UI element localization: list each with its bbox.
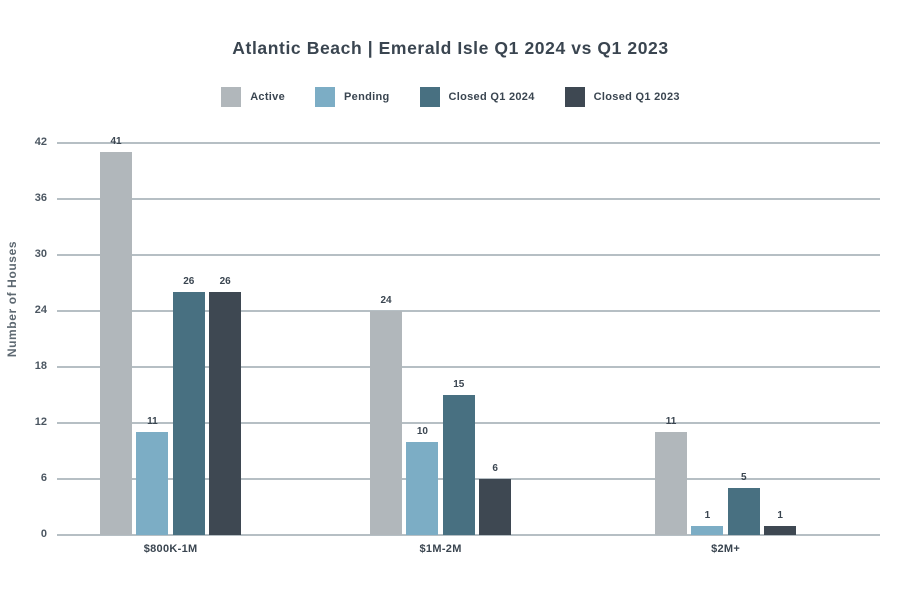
legend-swatch-pending <box>315 87 336 107</box>
value-label-closed-q1-2023-800k-1m: 26 <box>219 276 231 288</box>
y-tick-label-30: 30 <box>34 248 47 260</box>
legend-label-active: Active <box>250 91 286 103</box>
y-tick-label-36: 36 <box>34 192 47 204</box>
x-category-label-800k-1m: $800K-1M <box>143 543 198 555</box>
gridline-y-42 <box>57 142 880 144</box>
bar-closed-q1-2023-1m-2m <box>479 479 512 535</box>
legend-item-active: Active <box>221 87 285 107</box>
value-label-closed-q1-2024-2m: 5 <box>741 472 747 484</box>
bar-closed-q1-2024-1m-2m <box>442 395 475 535</box>
legend-swatch-closed-q1-2024 <box>419 87 440 107</box>
value-label-active-1m-2m: 24 <box>380 295 392 306</box>
value-label-closed-q1-2023-2m: 1 <box>777 509 783 521</box>
legend-swatch-closed-q1-2023 <box>564 87 585 107</box>
legend-label-closed-q1-2023: Closed Q1 2023 <box>593 91 680 103</box>
value-label-closed-q1-2023-1m-2m: 6 <box>492 463 498 474</box>
bar-closed-q1-2024-800k-1m <box>172 292 205 535</box>
bar-closed-q1-2024-2m <box>727 488 760 535</box>
value-label-active-800k-1m: 41 <box>110 136 122 148</box>
bar-pending-2m <box>691 525 724 535</box>
gridline-y-30 <box>57 254 880 256</box>
bar-active-800k-1m <box>100 152 132 535</box>
legend-item-closed-q1-2024: Closed Q1 2024 <box>419 87 535 107</box>
y-tick-label-6: 6 <box>40 472 47 484</box>
y-tick-label-0: 0 <box>40 528 47 540</box>
gridline-y-24 <box>57 310 880 312</box>
legend-label-pending: Pending <box>344 91 390 103</box>
bar-closed-q1-2023-800k-1m <box>209 292 242 535</box>
legend-item-closed-q1-2023: Closed Q1 2023 <box>564 87 680 107</box>
value-label-pending-1m-2m: 10 <box>416 425 428 437</box>
y-tick-label-24: 24 <box>34 304 47 316</box>
value-label-pending-800k-1m: 11 <box>147 416 158 428</box>
bar-pending-800k-1m <box>136 432 169 535</box>
bar-closed-q1-2023-2m <box>764 525 797 535</box>
y-tick-label-18: 18 <box>34 360 47 372</box>
y-tick-label-42: 42 <box>34 136 47 148</box>
value-label-active-2m: 11 <box>665 416 677 428</box>
y-tick-label-12: 12 <box>34 416 47 428</box>
bar-active-1m-2m <box>370 311 402 535</box>
bar-pending-1m-2m <box>406 441 439 535</box>
chart-legend: Active Pending Closed Q1 2024 Closed Q1 202… <box>0 87 901 107</box>
x-category-label-1m-2m: $1M-2M <box>419 543 462 555</box>
value-label-closed-q1-2024-1m-2m: 15 <box>453 379 465 390</box>
bar-active-2m <box>655 432 687 535</box>
value-label-pending-2m: 1 <box>704 509 711 521</box>
gridline-y-18 <box>57 366 880 368</box>
legend-label-closed-q1-2024: Closed Q1 2024 <box>448 91 535 103</box>
value-label-closed-q1-2024-800k-1m: 26 <box>183 276 195 288</box>
gridline-y-0 <box>57 534 880 536</box>
gridline-y-36 <box>57 198 880 200</box>
legend-item-pending: Pending <box>315 87 390 107</box>
legend-swatch-active <box>221 87 242 107</box>
chart-title: Atlantic Beach | Emerald Isle Q1 2024 vs… <box>232 38 669 58</box>
x-category-label-2m: $2M+ <box>711 543 741 555</box>
